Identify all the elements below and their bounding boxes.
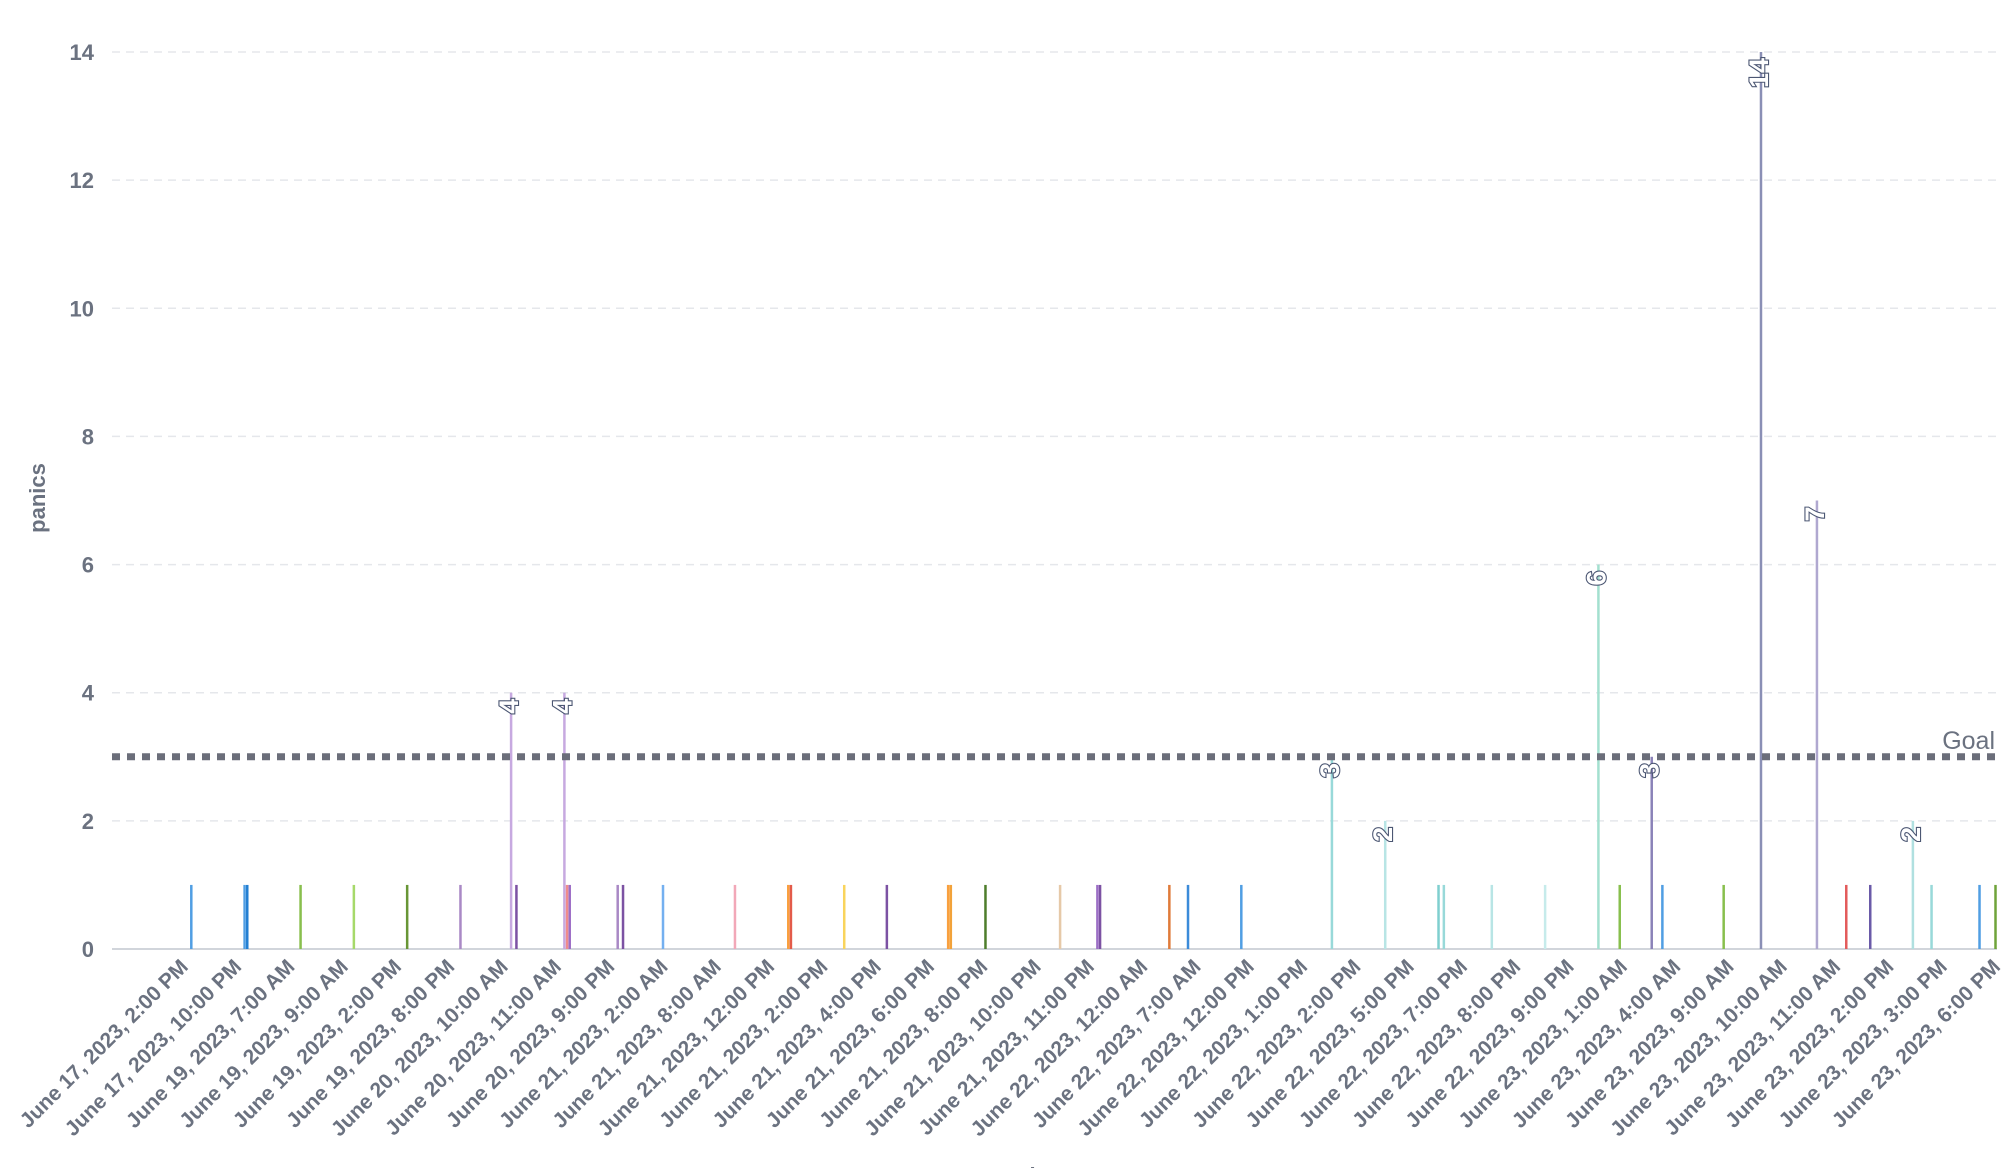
bar xyxy=(299,884,302,949)
bar xyxy=(352,884,356,949)
data-label: 4 xyxy=(547,699,577,714)
bar xyxy=(405,884,409,949)
bar xyxy=(568,884,571,949)
y-tick-label: 4 xyxy=(82,681,95,706)
bar xyxy=(565,884,569,949)
goal-label: Goal xyxy=(1942,727,1995,755)
bar xyxy=(1759,52,1763,949)
bar xyxy=(661,884,665,949)
bar xyxy=(733,884,737,949)
bar xyxy=(1437,884,1440,949)
bar xyxy=(1186,884,1190,949)
bar xyxy=(946,884,950,949)
bar xyxy=(190,884,193,949)
data-label: 14 xyxy=(1744,58,1774,88)
data-label: 7 xyxy=(1800,507,1830,522)
bar xyxy=(1096,884,1099,949)
bar xyxy=(1490,884,1494,949)
data-label: 3 xyxy=(1635,763,1665,778)
y-tick-label: 0 xyxy=(82,937,94,962)
y-tick-label: 2 xyxy=(82,809,94,834)
bar xyxy=(1240,884,1243,949)
data-label: 2 xyxy=(1896,827,1926,842)
bars xyxy=(190,52,1997,949)
bar xyxy=(885,884,889,949)
bar xyxy=(1650,756,1653,949)
bar xyxy=(1815,500,1819,949)
bar xyxy=(459,884,462,949)
y-tick-label: 6 xyxy=(82,553,94,578)
grid xyxy=(112,51,1997,950)
data-label: 2 xyxy=(1368,827,1398,842)
data-labels: 4 4 3 2 6 3 14 7 2 xyxy=(493,57,1927,843)
data-label: 4 xyxy=(494,699,524,714)
y-tick-label: 14 xyxy=(70,40,95,65)
bar xyxy=(984,884,987,949)
data-label: 6 xyxy=(1581,571,1611,586)
y-tick-label: 10 xyxy=(70,296,94,321)
y-axis-title: panics xyxy=(25,463,50,533)
goal-line: Goal xyxy=(112,727,1997,761)
bar xyxy=(1058,884,1062,949)
bar xyxy=(1930,884,1933,949)
bar xyxy=(842,884,846,949)
y-tick-label: 12 xyxy=(70,168,94,193)
bar xyxy=(1618,884,1621,949)
bar xyxy=(1383,820,1387,949)
bar xyxy=(949,884,953,949)
bar xyxy=(1168,884,1171,949)
bar xyxy=(621,884,625,949)
bar xyxy=(1661,884,1664,949)
bar xyxy=(1845,884,1848,949)
bar xyxy=(1911,820,1915,949)
bar xyxy=(515,884,518,949)
bar xyxy=(1543,884,1547,949)
bar xyxy=(789,884,793,949)
bar xyxy=(1994,884,1997,949)
bar xyxy=(616,884,619,949)
x-axis-title: hour xyxy=(1030,1163,1079,1168)
bar xyxy=(787,884,790,949)
bar xyxy=(563,692,566,949)
bar xyxy=(1098,884,1102,949)
bar xyxy=(1869,884,1872,949)
bar xyxy=(1722,884,1725,949)
bar xyxy=(1442,884,1446,949)
bar xyxy=(509,692,513,949)
bar xyxy=(246,884,249,949)
bar xyxy=(1978,884,1981,949)
y-tick-label: 8 xyxy=(82,424,94,449)
bar xyxy=(243,884,246,949)
bar xyxy=(1330,756,1334,949)
y-axis-ticks: 0 2 4 6 8 10 12 14 xyxy=(70,40,95,962)
data-label: 3 xyxy=(1315,763,1345,778)
